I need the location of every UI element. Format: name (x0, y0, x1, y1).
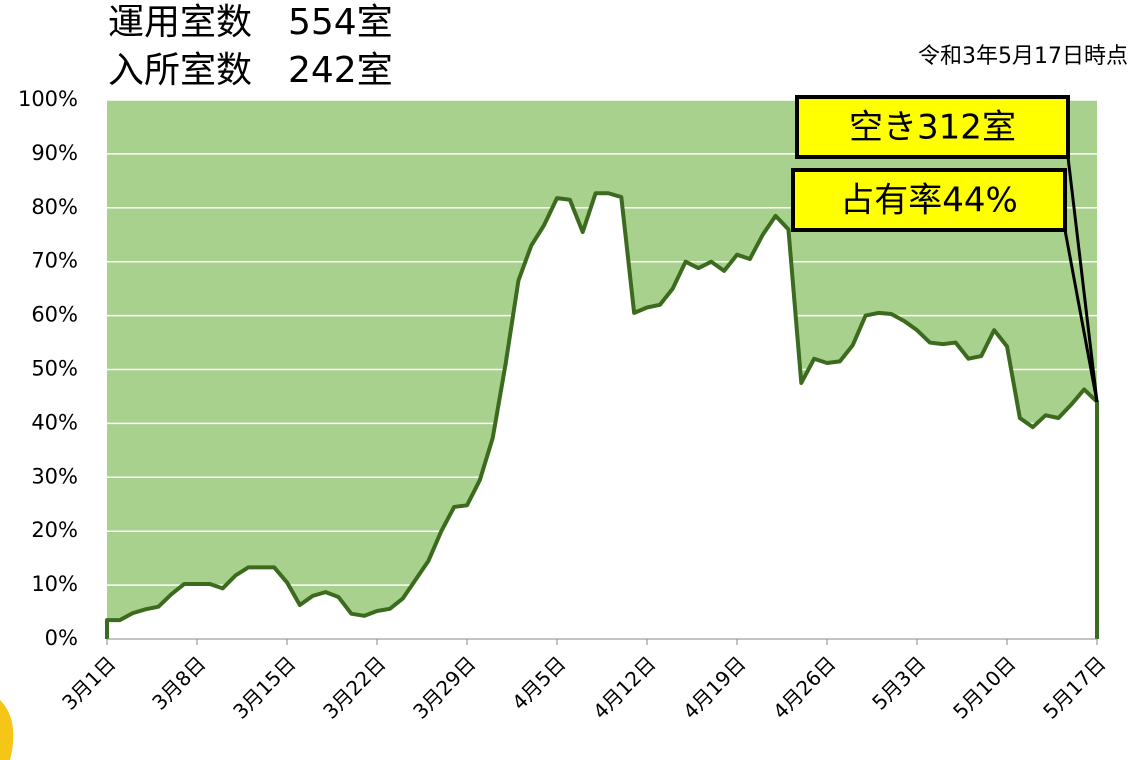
x-tick-label: 4月26日 (768, 651, 840, 723)
x-tick-label: 4月12日 (588, 651, 660, 723)
y-tick-label: 60% (31, 303, 78, 327)
x-tick-label: 3月22日 (318, 651, 390, 723)
x-tick-label: 3月29日 (408, 651, 480, 723)
callout-line (1063, 229, 1099, 403)
y-tick-label: 80% (31, 195, 78, 219)
x-tick-label: 5月17日 (1038, 651, 1110, 723)
y-tick-label: 10% (31, 572, 78, 596)
y-tick-label: 40% (31, 410, 78, 434)
x-tick-label: 3月15日 (228, 651, 300, 723)
callout-box (791, 168, 1067, 232)
y-tick-label: 30% (31, 464, 78, 488)
x-tick-label: 5月10日 (948, 651, 1020, 723)
headline: 運用室数 554室 (108, 2, 393, 43)
callout-text: 占有率44% (840, 181, 1018, 221)
x-tick-label: 4月19日 (678, 651, 750, 723)
y-tick-label: 70% (31, 249, 78, 273)
x-tick-label: 3月1日 (57, 651, 120, 714)
date-note: 令和3年5月17日時点 (918, 44, 1128, 69)
y-tick-label: 100% (18, 87, 78, 111)
callout-box (795, 95, 1070, 159)
y-tick-label: 0% (45, 626, 78, 650)
y-tick-label: 90% (31, 141, 78, 165)
line (105, 191, 1099, 639)
callout-text: 空き312室 (849, 108, 1016, 148)
headline: 入所室数 242室 (108, 50, 393, 91)
x-tick-label: 5月3日 (867, 651, 930, 714)
x-tick-label: 3月8日 (147, 651, 210, 714)
area (107, 193, 1097, 639)
decoration (0, 700, 14, 760)
callout-line (1066, 156, 1099, 403)
y-tick-label: 50% (31, 357, 78, 381)
x-tick-label: 4月5日 (507, 651, 570, 714)
y-tick-label: 20% (31, 518, 78, 542)
